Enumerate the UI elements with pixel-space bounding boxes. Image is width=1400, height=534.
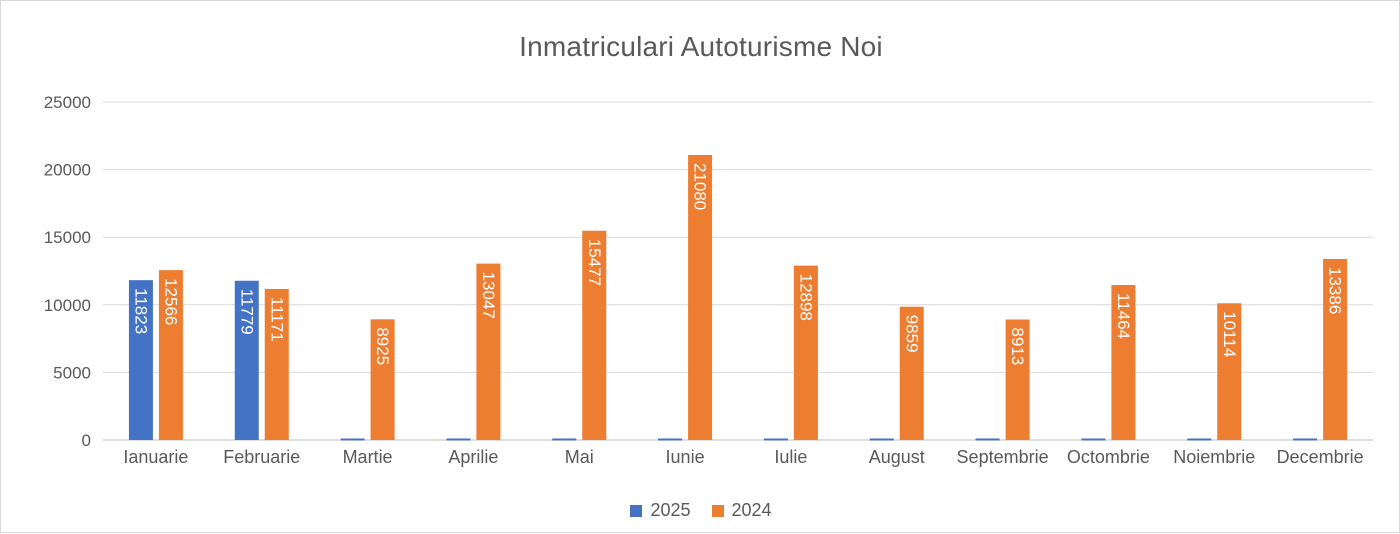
x-tick-label: Martie [343, 447, 393, 467]
bar-2025-iunie [658, 438, 683, 441]
bar-2024-noiembrie [1217, 303, 1242, 440]
x-tick-label: Aprilie [448, 447, 498, 467]
bar-2024-octombrie [1111, 285, 1136, 440]
x-tick-label: Februarie [223, 447, 300, 467]
x-tick-label: Octombrie [1067, 447, 1150, 467]
data-label: 10114 [1220, 311, 1239, 357]
x-tick-label: Iulie [774, 447, 807, 467]
bar-2025-august [869, 438, 894, 441]
data-label: 11779 [237, 289, 256, 335]
x-tick-label: Mai [565, 447, 594, 467]
y-tick-label: 20000 [44, 161, 91, 180]
x-tick-label: August [869, 447, 925, 467]
bar-2024-ianuarie [158, 270, 183, 440]
x-tick-label: Ianuarie [123, 447, 188, 467]
bar-2024-august [899, 306, 924, 440]
legend-swatch-2025 [630, 504, 643, 517]
data-label: 13386 [1326, 267, 1345, 314]
bar-2025-decembrie [1293, 438, 1318, 441]
x-tick-label: Noiembrie [1173, 447, 1255, 467]
bar-2025-iulie [763, 438, 788, 441]
x-tick-label: Decembrie [1277, 447, 1364, 467]
data-label: 15477 [585, 239, 604, 286]
data-label: 8913 [1008, 327, 1027, 365]
data-label: 21080 [691, 163, 710, 210]
bar-2025-aprilie [446, 438, 471, 441]
bar-2025-octombrie [1081, 438, 1106, 441]
y-tick-label: 0 [82, 431, 91, 450]
data-label: 9859 [902, 315, 921, 353]
bar-2025-septembrie [975, 438, 1000, 441]
y-tick-label: 5000 [53, 363, 91, 382]
bar-2024-septembrie [1005, 319, 1030, 440]
data-label: 8925 [373, 327, 392, 365]
bar-2025-martie [340, 438, 365, 441]
legend: 2025 2024 [1, 500, 1400, 522]
bar-2024-aprilie [476, 263, 501, 440]
bar-2024-mai [582, 230, 607, 440]
legend-swatch-2024 [711, 504, 724, 517]
legend-label-2024: 2024 [731, 500, 772, 520]
bar-2025-mai [552, 438, 577, 441]
data-label: 11823 [131, 288, 150, 334]
y-tick-label: 25000 [44, 93, 91, 112]
legend-item-2024[interactable]: 2024 [711, 500, 772, 521]
legend-item-2025[interactable]: 2025 [630, 500, 690, 521]
y-tick-label: 10000 [44, 296, 91, 315]
bar-2024-iunie [688, 154, 713, 440]
data-label: 13047 [479, 272, 498, 319]
bar-2024-martie [370, 319, 395, 440]
data-label: 11464 [1114, 293, 1133, 339]
bar-2025-februarie [234, 280, 259, 440]
data-label: 11171 [267, 297, 286, 342]
x-tick-label: Iunie [666, 447, 705, 467]
bar-2024-decembrie [1323, 259, 1348, 440]
x-tick-label: Septembrie [957, 447, 1049, 467]
chart-title: Inmatriculari Autoturisme Noi [519, 31, 883, 62]
data-label: 12898 [796, 274, 815, 321]
bar-2024-iulie [793, 265, 818, 440]
y-tick-label: 15000 [44, 228, 91, 247]
bar-2025-noiembrie [1187, 438, 1212, 441]
bar-2024-februarie [264, 288, 289, 440]
data-label: 12566 [161, 278, 180, 325]
legend-label-2025: 2025 [650, 500, 691, 520]
bar-2025-ianuarie [128, 280, 153, 440]
